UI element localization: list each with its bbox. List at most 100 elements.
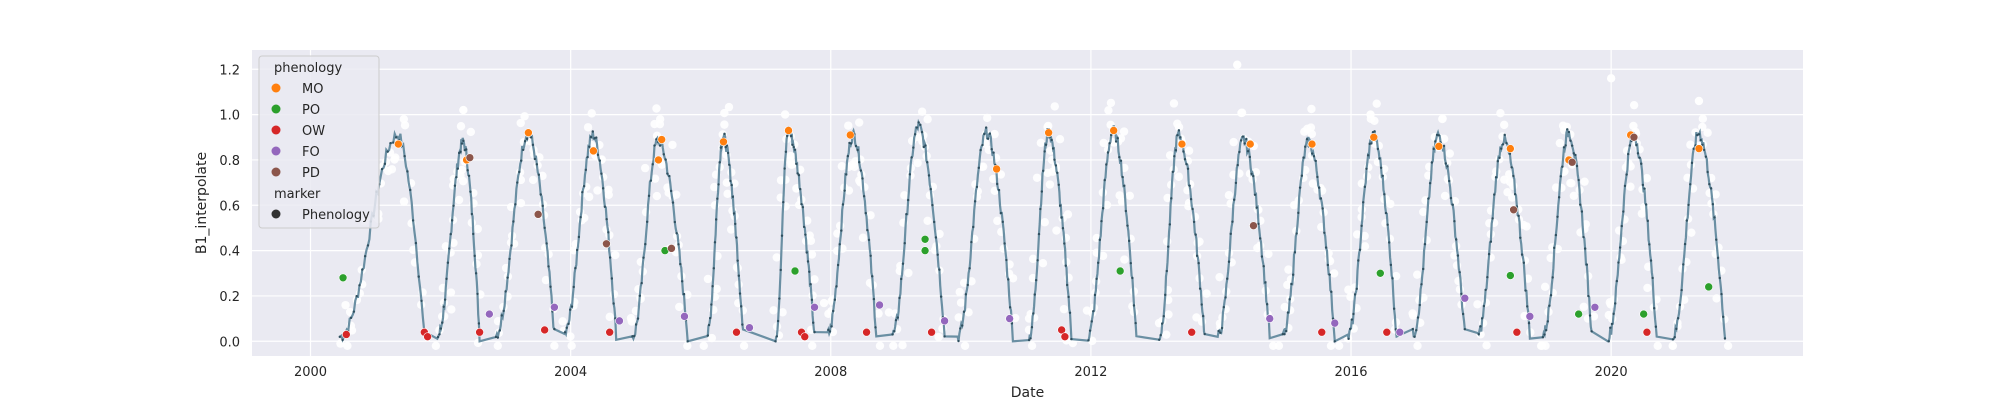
- interpolated-point: [636, 317, 640, 320]
- raw-point: [400, 121, 410, 130]
- interpolated-point: [901, 262, 905, 265]
- raw-point: [626, 314, 636, 323]
- interpolated-point: [1039, 207, 1042, 211]
- raw-point: [808, 341, 817, 350]
- interpolated-point: [1281, 333, 1284, 336]
- interpolated-point: [1496, 160, 1499, 163]
- interpolated-point: [1126, 224, 1129, 227]
- interpolated-point: [460, 142, 464, 145]
- interpolated-point: [793, 148, 797, 151]
- interpolated-point: [1068, 311, 1072, 314]
- interpolated-point: [1312, 155, 1316, 158]
- interpolated-point: [1010, 322, 1014, 325]
- interpolated-point: [567, 322, 570, 326]
- interpolated-point: [1189, 197, 1193, 201]
- interpolated-point: [1186, 167, 1190, 170]
- interpolated-point: [1718, 276, 1721, 280]
- interpolated-point: [1543, 333, 1546, 336]
- interpolated-point: [1583, 247, 1587, 250]
- interpolated-point: [570, 305, 574, 308]
- raw-point: [858, 233, 868, 242]
- phenology-point-pd: [667, 244, 676, 253]
- interpolated-point: [1030, 326, 1034, 329]
- interpolated-point: [668, 174, 671, 178]
- interpolated-point: [1365, 167, 1368, 170]
- phenology-point-pd: [533, 210, 543, 219]
- interpolated-point: [729, 179, 732, 183]
- interpolated-point: [459, 150, 462, 154]
- legend-marker-fo: [271, 146, 281, 156]
- interpolated-point: [1352, 312, 1355, 316]
- raw-point: [1125, 191, 1135, 201]
- interpolated-point: [1326, 263, 1330, 267]
- raw-point: [710, 182, 719, 192]
- interpolated-point: [1456, 254, 1460, 257]
- interpolated-point: [927, 174, 931, 177]
- raw-point: [778, 308, 787, 317]
- interpolated-point: [366, 244, 370, 247]
- interpolated-point: [591, 130, 594, 133]
- interpolated-point: [1643, 187, 1646, 190]
- interpolated-point: [1290, 282, 1293, 286]
- interpolated-point: [784, 150, 788, 153]
- interpolated-point: [871, 275, 874, 278]
- interpolated-point: [1434, 140, 1437, 143]
- raw-point: [1308, 179, 1318, 188]
- interpolated-point: [631, 335, 634, 338]
- interpolated-point: [977, 166, 980, 170]
- raw-point: [655, 119, 665, 129]
- raw-point: [959, 278, 969, 288]
- raw-point: [652, 191, 662, 201]
- interpolated-point: [1036, 259, 1039, 262]
- legend-label-phenology: Phenology: [302, 208, 370, 223]
- interpolated-point: [607, 231, 610, 234]
- interpolated-point: [1293, 251, 1297, 254]
- interpolated-point: [680, 280, 684, 283]
- interpolated-point: [352, 310, 356, 313]
- interpolated-point: [1219, 331, 1222, 334]
- interpolated-point: [797, 173, 801, 177]
- interpolated-point: [778, 297, 781, 300]
- interpolated-point: [1121, 175, 1124, 179]
- interpolated-point: [1389, 263, 1393, 267]
- interpolated-point: [1063, 242, 1066, 245]
- interpolated-point: [906, 198, 910, 202]
- interpolated-point: [1651, 276, 1654, 280]
- interpolated-point: [1513, 192, 1517, 196]
- interpolated-point: [1051, 147, 1055, 150]
- interpolated-point: [1106, 151, 1110, 154]
- interpolated-point: [1709, 187, 1713, 190]
- interpolated-point: [1321, 207, 1324, 210]
- interpolated-point: [1064, 264, 1067, 267]
- interpolated-point: [997, 188, 1001, 192]
- interpolated-point: [973, 200, 977, 203]
- interpolated-point: [1444, 162, 1447, 165]
- phenology-point-mo: [1245, 139, 1255, 149]
- phenology-point-mo: [394, 139, 403, 149]
- raw-point: [1045, 180, 1055, 189]
- interpolated-point: [1420, 283, 1423, 286]
- interpolated-point: [910, 156, 913, 159]
- x-tick-label: 2020: [1595, 365, 1628, 380]
- interpolated-point: [1636, 152, 1640, 155]
- raw-point: [1036, 138, 1046, 148]
- interpolated-point: [1612, 312, 1615, 316]
- interpolated-point: [498, 329, 501, 332]
- raw-point: [584, 192, 594, 202]
- interpolated-point: [1711, 202, 1715, 206]
- raw-point: [960, 341, 970, 350]
- interpolated-point: [717, 183, 720, 186]
- interpolated-point: [1451, 203, 1454, 206]
- interpolated-point: [1056, 171, 1059, 175]
- interpolated-point: [854, 144, 858, 148]
- raw-point: [1553, 244, 1562, 254]
- interpolated-point: [1157, 338, 1161, 341]
- interpolated-point: [1001, 220, 1004, 224]
- interpolated-point: [445, 277, 448, 281]
- interpolated-point: [589, 135, 593, 139]
- interpolated-point: [476, 292, 479, 296]
- interpolated-point: [734, 222, 737, 226]
- interpolated-point: [1350, 318, 1354, 321]
- interpolated-point: [898, 296, 901, 300]
